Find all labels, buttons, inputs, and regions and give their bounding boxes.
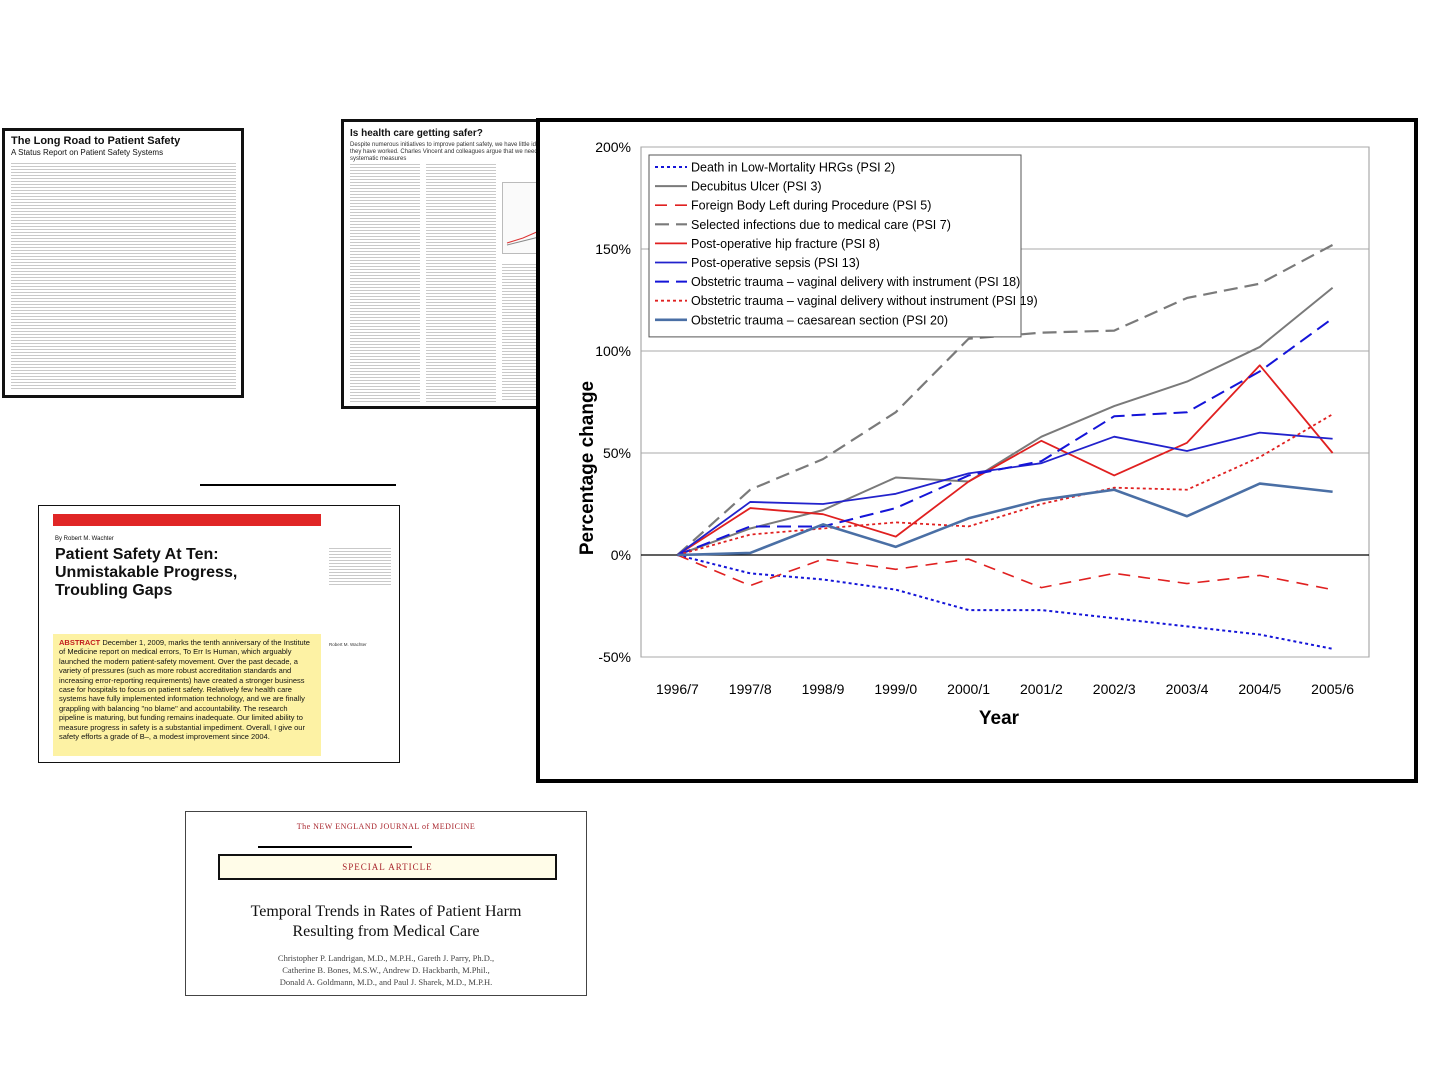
authors-line-1: Christopher P. Landrigan, M.D., M.P.H., … xyxy=(277,953,495,963)
abstract-label: ABSTRACT xyxy=(59,638,101,647)
jama-article-subtitle: A Status Report on Patient Safety System… xyxy=(11,148,164,157)
legend-entry: Foreign Body Left during Procedure (PSI … xyxy=(691,199,931,213)
x-tick-label: 2003/4 xyxy=(1166,681,1209,697)
connector-line xyxy=(200,484,396,486)
y-tick-label: 50% xyxy=(603,445,631,461)
series-line-7 xyxy=(677,317,1334,556)
bmj-article-subtitle: Despite numerous initiatives to improve … xyxy=(350,142,568,162)
jama-article-body-text xyxy=(11,161,236,391)
abstract-text: December 1, 2009, marks the tenth annive… xyxy=(59,638,310,742)
y-tick-label: -50% xyxy=(598,649,631,665)
x-tick-labels: 1996/7 1997/8 1998/9 1999/0 2000/1 2001/2 2002… xyxy=(656,681,1354,697)
legend-entry: Obstetric trauma – caesarean section (PS… xyxy=(691,313,948,327)
x-tick-label: 2005/6 xyxy=(1311,681,1354,697)
legend-entry: Selected infections due to medical care … xyxy=(691,218,951,232)
x-tick-label: 2001/2 xyxy=(1020,681,1063,697)
jama-article-title: The Long Road to Patient Safety xyxy=(11,135,181,147)
y-axis-label: Percentage change xyxy=(577,381,598,555)
special-article-banner: SPECIAL ARTICLE xyxy=(218,854,557,880)
x-tick-label: 1997/8 xyxy=(729,681,772,697)
chart-panel: -50% 0% 50% 100% 150% 200% 1996/7 1997/8 1998/9… xyxy=(536,118,1418,783)
x-tick-label: 1999/0 xyxy=(874,681,917,697)
legend-entry: Obstetric trauma – vaginal delivery with… xyxy=(691,294,1038,308)
bmj-article-column-1 xyxy=(350,162,420,402)
x-tick-label: 2002/3 xyxy=(1093,681,1136,697)
nejm-article-title: Temporal Trends in Rates of Patient Harm… xyxy=(186,902,586,942)
journal-name: The NEW ENGLAND JOURNAL of MEDICINE xyxy=(296,822,476,831)
health-affairs-article-title: Patient Safety At Ten: Unmistakable Prog… xyxy=(55,546,238,599)
author-info: Robert M. Wachter xyxy=(329,642,367,647)
title-line-1: Temporal Trends in Rates of Patient Harm xyxy=(250,903,522,920)
legend-box xyxy=(648,154,1022,338)
x-tick-label: 1996/7 xyxy=(656,681,699,697)
y-tick-labels: -50% 0% 50% 100% 150% 200% xyxy=(595,139,631,665)
nejm-article-thumbnail: The NEW ENGLAND JOURNAL of MEDICINE SPEC… xyxy=(185,811,587,996)
title-line-2: Resulting from Medical Care xyxy=(292,923,480,940)
article-metadata xyxy=(329,546,391,586)
red-header-bar xyxy=(53,514,321,526)
article-abstract: ABSTRACT December 1, 2009, marks the ten… xyxy=(53,634,321,756)
x-tick-label: 2004/5 xyxy=(1238,681,1281,697)
series-line-1 xyxy=(677,554,1333,650)
legend-entry: Post-operative sepsis (PSI 13) xyxy=(691,256,860,270)
legend-entry: Post-operative hip fracture (PSI 8) xyxy=(691,237,880,251)
article-byline: By Robert M. Wachter xyxy=(55,536,114,542)
jama-article-thumbnail: The Long Road to Patient Safety A Status… xyxy=(2,128,244,398)
nejm-authors: Christopher P. Landrigan, M.D., M.P.H., … xyxy=(186,952,586,988)
connector-line xyxy=(258,846,412,848)
y-tick-label: 0% xyxy=(611,547,631,563)
y-tick-label: 100% xyxy=(595,343,631,359)
legend-entry: Death in Low-Mortality HRGs (PSI 2) xyxy=(691,161,895,175)
y-tick-label: 150% xyxy=(595,241,631,257)
x-axis-label: Year xyxy=(979,708,1020,729)
series-line-2 xyxy=(677,286,1334,556)
health-affairs-article-thumbnail: By Robert M. Wachter Patient Safety At T… xyxy=(38,505,400,763)
legend: Death in Low-Mortality HRGs (PSI 2) Decub… xyxy=(648,154,1038,338)
series-line-3 xyxy=(677,554,1333,591)
series-line-5 xyxy=(676,364,1334,556)
legend-entry: Decubitus Ulcer (PSI 3) xyxy=(691,180,822,194)
y-tick-label: 200% xyxy=(595,139,631,155)
line-chart: -50% 0% 50% 100% 150% 200% 1996/7 1997/8 1998/9… xyxy=(577,139,1370,729)
series-line-8 xyxy=(677,413,1334,556)
series-line-9 xyxy=(677,482,1333,557)
bmj-article-column-2 xyxy=(426,162,496,402)
authors-line-3: Donald A. Goldmann, M.D., and Paul J. Sh… xyxy=(279,977,493,987)
legend-entry: Obstetric trauma – vaginal delivery with… xyxy=(691,275,1020,289)
x-tick-label: 1998/9 xyxy=(802,681,845,697)
bmj-article-title: Is health care getting safer? xyxy=(350,128,483,139)
x-tick-label: 2000/1 xyxy=(947,681,990,697)
grid-lines xyxy=(640,146,1370,658)
authors-line-2: Catherine B. Bones, M.S.W., Andrew D. Ha… xyxy=(282,965,490,975)
